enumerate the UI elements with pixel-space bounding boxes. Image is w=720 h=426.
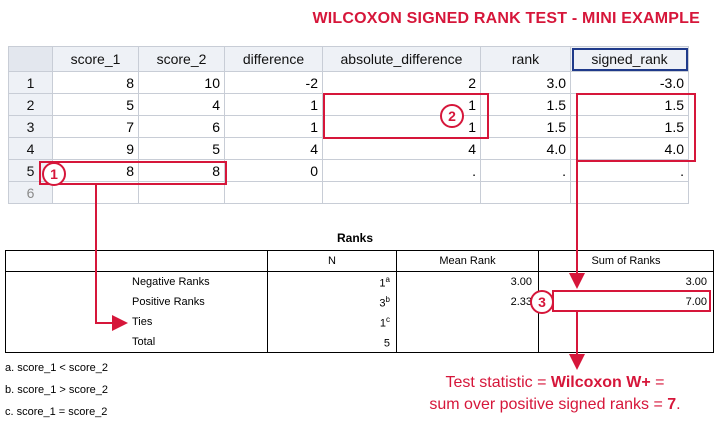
ranks-row-negative: Negative Ranks 1a 3.00 3.00 bbox=[5, 271, 714, 292]
ranks-mean-cell: 3.00 bbox=[396, 271, 539, 292]
ranks-table: N Mean Rank Sum of Ranks Negative Ranks … bbox=[5, 250, 714, 353]
table-cell[interactable]: 3.0 bbox=[480, 71, 571, 94]
table-cell[interactable]: 7 bbox=[52, 115, 139, 138]
table-row: 2 5 4 1 1 1.5 1.5 bbox=[8, 93, 689, 116]
table-cell[interactable]: 8 bbox=[138, 159, 225, 182]
table-cell[interactable]: 2 bbox=[322, 71, 481, 94]
table-cell[interactable] bbox=[52, 181, 139, 204]
ranks-row-label: Negative Ranks bbox=[5, 271, 268, 292]
table-cell[interactable]: -3.0 bbox=[570, 71, 689, 94]
ranks-sum-cell bbox=[538, 312, 714, 332]
table-cell[interactable]: 1.5 bbox=[570, 115, 689, 138]
ranks-n-cell: 1c bbox=[267, 312, 397, 332]
caption-line-2: sum over positive signed ranks = 7. bbox=[429, 396, 681, 413]
table-row: 1 8 10 -2 2 3.0 -3.0 bbox=[8, 71, 689, 94]
ranks-mean-cell bbox=[396, 332, 539, 353]
row-number[interactable]: 2 bbox=[8, 93, 53, 116]
table-cell[interactable]: 10 bbox=[138, 71, 225, 94]
table-cell[interactable]: 1.5 bbox=[480, 115, 571, 138]
ranks-n-cell: 3b bbox=[267, 292, 397, 312]
ranks-row-total: Total 5 bbox=[5, 332, 714, 353]
badge-1: 1 bbox=[42, 162, 66, 186]
ranks-header-mean-rank: Mean Rank bbox=[396, 250, 539, 272]
table-cell[interactable]: 1.5 bbox=[570, 93, 689, 116]
row-number[interactable]: 4 bbox=[8, 137, 53, 160]
ranks-sum-cell: 7.00 bbox=[538, 292, 714, 312]
row-number[interactable]: 6 bbox=[8, 181, 53, 204]
column-header-score-2[interactable]: score_2 bbox=[138, 46, 225, 72]
data-view-grid: score_1 score_2 difference absolute_diff… bbox=[8, 46, 689, 204]
ranks-sum-cell: 3.00 bbox=[538, 271, 714, 292]
table-cell[interactable]: . bbox=[570, 159, 689, 182]
column-header-absolute-difference[interactable]: absolute_difference bbox=[322, 46, 481, 72]
caption-text: Test statistic = Wilcoxon W+ = sum over … bbox=[400, 372, 710, 416]
row-number[interactable]: 3 bbox=[8, 115, 53, 138]
ranks-header-sum-of-ranks: Sum of Ranks bbox=[538, 250, 714, 272]
table-cell[interactable]: 4 bbox=[224, 137, 323, 160]
ranks-mean-cell: 2.33 bbox=[396, 292, 539, 312]
footnote-a: a. score_1 < score_2 bbox=[5, 362, 109, 374]
table-cell[interactable]: -2 bbox=[224, 71, 323, 94]
table-cell[interactable]: 4 bbox=[138, 93, 225, 116]
table-row: 6 bbox=[8, 181, 689, 204]
grid-corner[interactable] bbox=[8, 46, 53, 72]
table-cell[interactable]: 8 bbox=[52, 71, 139, 94]
table-cell[interactable]: . bbox=[480, 159, 571, 182]
row-number[interactable]: 1 bbox=[8, 71, 53, 94]
ranks-table-title: Ranks bbox=[336, 231, 374, 245]
table-cell[interactable]: 6 bbox=[138, 115, 225, 138]
table-cell[interactable]: 4 bbox=[322, 137, 481, 160]
table-cell[interactable] bbox=[224, 181, 323, 204]
footnotes: a. score_1 < score_2 b. score_1 > score_… bbox=[5, 357, 108, 423]
table-cell[interactable]: . bbox=[322, 159, 481, 182]
table-cell[interactable] bbox=[570, 181, 689, 204]
ranks-row-label: Ties bbox=[5, 312, 268, 332]
page-title: WILCOXON SIGNED RANK TEST - MINI EXAMPLE bbox=[312, 10, 700, 27]
column-header-signed-rank[interactable]: signed_rank bbox=[570, 46, 689, 72]
ranks-header-n: N bbox=[267, 250, 397, 272]
badge-2: 2 bbox=[440, 104, 464, 128]
table-cell[interactable]: 9 bbox=[52, 137, 139, 160]
table-row: 5 8 8 0 . . . bbox=[8, 159, 689, 182]
ranks-row-positive: Positive Ranks 3b 2.33 7.00 bbox=[5, 292, 714, 312]
ranks-n-cell: 5 bbox=[267, 332, 397, 353]
table-cell[interactable]: 4.0 bbox=[480, 137, 571, 160]
table-cell[interactable]: 5 bbox=[52, 93, 139, 116]
footnote-c: c. score_1 = score_2 bbox=[5, 406, 108, 418]
ranks-header-row: N Mean Rank Sum of Ranks bbox=[5, 250, 714, 272]
table-cell[interactable]: 1 bbox=[224, 93, 323, 116]
ranks-row-label: Positive Ranks bbox=[5, 292, 268, 312]
column-header-score-1[interactable]: score_1 bbox=[52, 46, 139, 72]
table-row: 4 9 5 4 4 4.0 4.0 bbox=[8, 137, 689, 160]
table-cell[interactable]: 4.0 bbox=[570, 137, 689, 160]
ranks-n-cell: 1a bbox=[267, 271, 397, 292]
table-cell[interactable] bbox=[138, 181, 225, 204]
table-cell[interactable]: 1.5 bbox=[480, 93, 571, 116]
table-row: 3 7 6 1 1 1.5 1.5 bbox=[8, 115, 689, 138]
ranks-header-empty bbox=[5, 250, 268, 272]
table-cell[interactable]: 5 bbox=[138, 137, 225, 160]
badge-3: 3 bbox=[530, 290, 554, 314]
ranks-mean-cell bbox=[396, 312, 539, 332]
footnote-b: b. score_1 > score_2 bbox=[5, 384, 109, 396]
column-header-difference[interactable]: difference bbox=[224, 46, 323, 72]
table-cell[interactable]: 1 bbox=[224, 115, 323, 138]
ranks-row-ties: Ties 1c bbox=[5, 312, 714, 332]
ranks-sum-cell bbox=[538, 332, 714, 353]
table-cell[interactable]: 0 bbox=[224, 159, 323, 182]
ranks-row-label: Total bbox=[5, 332, 268, 353]
caption-line-1: Test statistic = Wilcoxon W+ = bbox=[445, 374, 665, 391]
column-header-rank[interactable]: rank bbox=[480, 46, 571, 72]
table-cell[interactable] bbox=[322, 181, 481, 204]
table-cell[interactable] bbox=[480, 181, 571, 204]
